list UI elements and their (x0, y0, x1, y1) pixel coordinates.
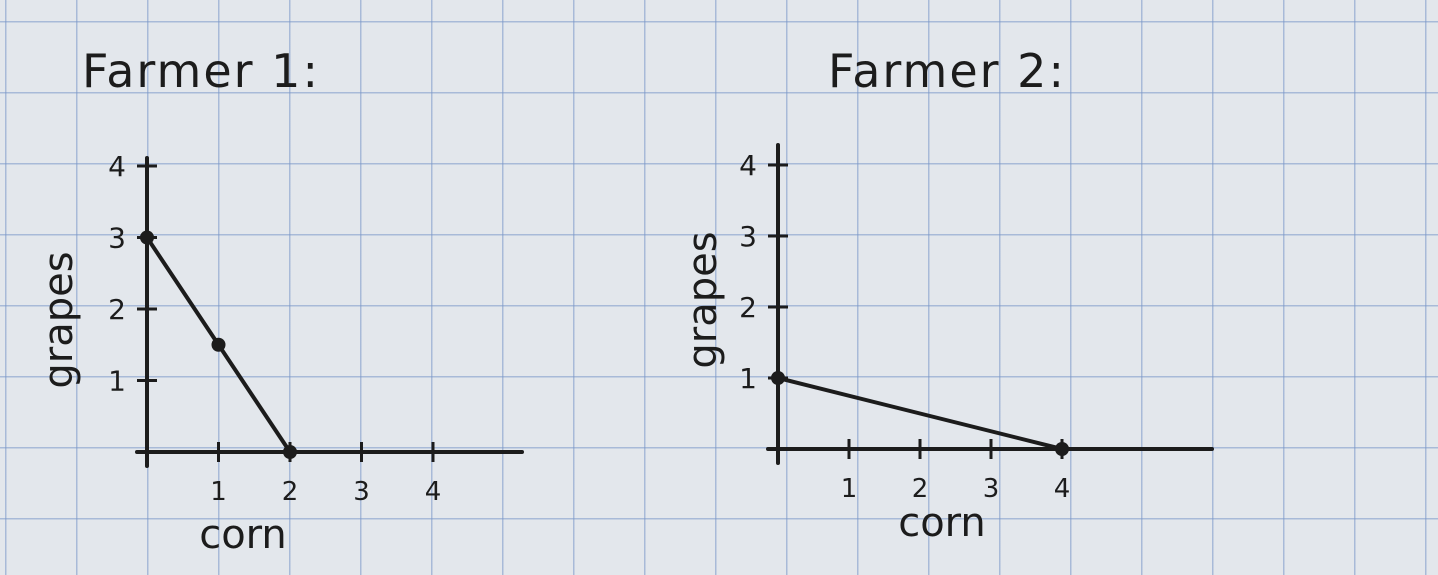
x-tick-label: 4 (1054, 474, 1071, 504)
x-axis-label: corn (199, 512, 287, 558)
y-tick-label: 1 (108, 365, 126, 398)
x-tick-label: 2 (282, 477, 299, 507)
y-tick-label: 1 (739, 362, 757, 395)
x-tick-label: 1 (210, 477, 227, 507)
x-tick-label: 3 (983, 474, 1000, 504)
data-point (1055, 442, 1069, 456)
data-point (140, 230, 154, 245)
x-axis-label: corn (898, 500, 986, 546)
ppf-line (777, 376, 1063, 451)
y-tick-label: 4 (108, 150, 126, 183)
y-tick-label: 3 (739, 220, 757, 253)
y-axis-label: grapes (36, 251, 82, 388)
x-tick-label: 1 (841, 474, 858, 504)
x-tick-label: 3 (353, 477, 370, 507)
y-tick-label: 4 (739, 149, 757, 182)
x-tick-label: 2 (912, 474, 929, 504)
y-tick-label: 2 (739, 291, 757, 324)
data-point (283, 445, 297, 459)
data-point (211, 337, 226, 352)
farmer-1-title: Farmer 1: (82, 44, 320, 98)
x-tick-label: 4 (425, 477, 442, 507)
y-axis-label: grapes (680, 231, 726, 368)
y-tick-label: 2 (108, 293, 126, 326)
y-tick-label: 3 (108, 222, 126, 255)
data-point (771, 371, 785, 385)
farmer-2-title: Farmer 2: (828, 44, 1066, 98)
